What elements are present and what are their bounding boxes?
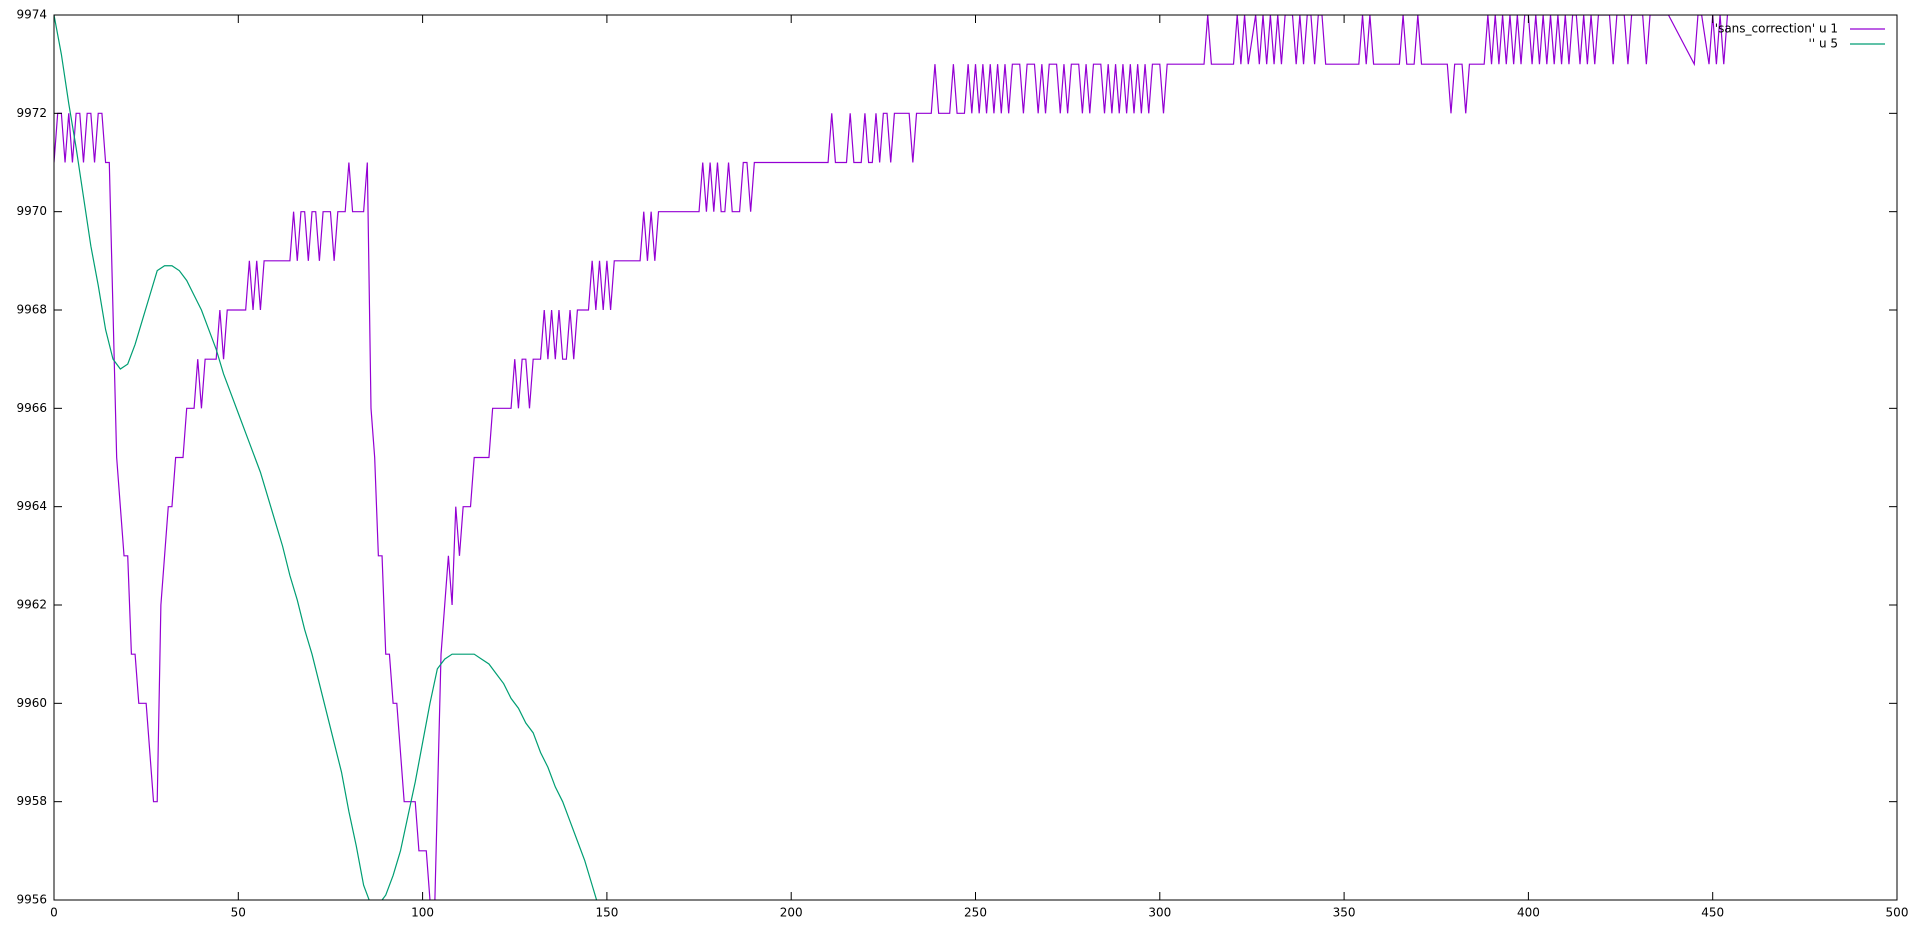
plot-area xyxy=(54,15,1729,900)
y-tick-label: 9974 xyxy=(16,8,47,22)
x-tick-label: 250 xyxy=(964,906,987,920)
y-tick-label: 9972 xyxy=(16,106,47,120)
y-tick-label: 9968 xyxy=(16,303,47,317)
y-tick-label: 9964 xyxy=(16,499,47,513)
y-tick-label: 9958 xyxy=(16,794,47,808)
x-tick-label: 50 xyxy=(231,906,246,920)
y-tick-label: 9962 xyxy=(16,598,47,612)
series-line xyxy=(54,15,1729,900)
x-tick-label: 450 xyxy=(1701,906,1724,920)
y-tick-label: 9966 xyxy=(16,401,47,415)
y-tick-label: 9956 xyxy=(16,893,47,907)
plot-border xyxy=(53,14,1898,901)
x-tick-label: 200 xyxy=(780,906,803,920)
y-tick-label: 9970 xyxy=(16,204,47,218)
x-tick-label: 400 xyxy=(1517,906,1540,920)
x-tick-label: 150 xyxy=(595,906,618,920)
series-line xyxy=(54,15,598,900)
x-tick-label: 100 xyxy=(411,906,434,920)
legend-label: 'sans_correction' u 1 xyxy=(1715,22,1838,36)
legend-label: '' u 5 xyxy=(1809,37,1838,51)
x-tick-label: 500 xyxy=(1886,906,1909,920)
x-tick-label: 0 xyxy=(50,906,58,920)
y-tick-label: 9960 xyxy=(16,696,47,710)
x-tick-label: 350 xyxy=(1333,906,1356,920)
x-tick-label: 300 xyxy=(1148,906,1171,920)
